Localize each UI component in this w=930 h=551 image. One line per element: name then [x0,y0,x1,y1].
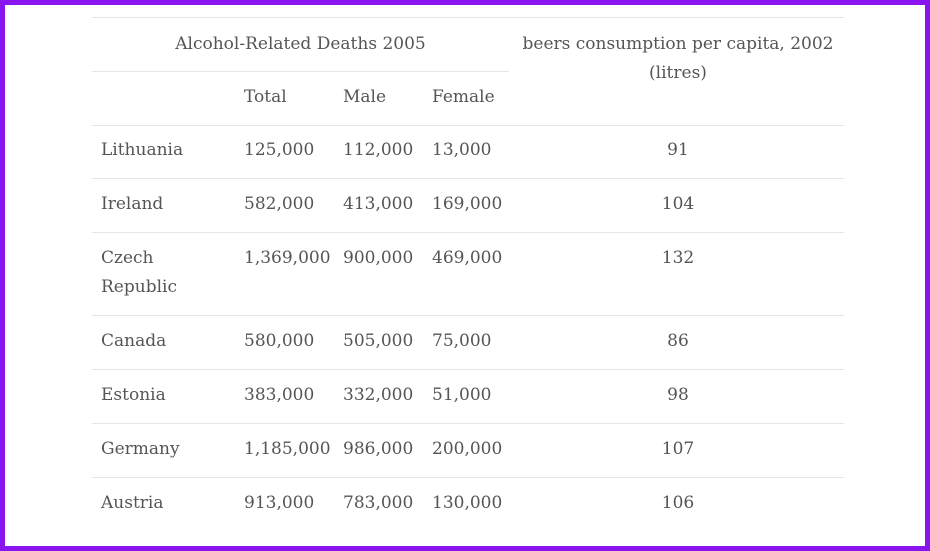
table-row-female: 130,000 [432,493,503,513]
table-row-total: 580,000 [244,331,315,351]
table-row-male: 112,000 [343,140,414,160]
table-row-female: 469,000 [432,248,503,268]
group-header-deaths: Alcohol-Related Deaths 2005 [175,34,426,54]
header-male: Male [343,87,387,107]
table-row-male: 986,000 [343,439,414,459]
table-row-male: 332,000 [343,385,414,405]
table-row-country: Germany [101,439,180,459]
table-row-male: 783,000 [343,493,414,513]
group-header-rule [92,71,509,72]
table-row-total: 582,000 [244,194,315,214]
table-row-beer: 104 [661,194,695,214]
header-female: Female [432,87,495,107]
header-beer-consumption: beers consumption per capita, 2002 (litr… [522,34,834,83]
table-row-beer: 106 [661,493,695,513]
row-rule [92,369,844,370]
table-row-country: Austria [101,493,164,513]
table-row-beer: 132 [661,248,695,268]
table-row-male: 900,000 [343,248,414,268]
table-row-female: 200,000 [432,439,503,459]
table-row-female: 75,000 [432,331,492,351]
row-rule [92,315,844,316]
row-rule [92,232,844,233]
table-row-country: Estonia [101,385,166,405]
table-row-female: 13,000 [432,140,492,160]
row-rule [92,178,844,179]
table-row-female: 51,000 [432,385,492,405]
table-row-country: Ireland [101,194,164,214]
table-row-male: 505,000 [343,331,414,351]
table-row-total: 1,185,000 [244,439,331,459]
table-row-total: 1,369,000 [244,248,331,268]
table-row-total: 125,000 [244,140,315,160]
table-top-rule [92,17,844,18]
table-row-male: 413,000 [343,194,414,214]
header-bottom-rule [92,125,844,126]
row-rule [92,477,844,478]
row-rule [92,423,844,424]
table-row-female: 169,000 [432,194,503,214]
header-total: Total [244,87,287,107]
data-table: Alcohol-Related Deaths 2005 beers consum… [92,17,844,527]
table-row-total: 383,000 [244,385,315,405]
table-row-country: Canada [101,331,167,351]
table-row-country: Lithuania [101,140,184,160]
table-row-beer: 91 [667,140,689,160]
table-row-beer: 98 [667,385,689,405]
table-row-beer: 86 [667,331,689,351]
table-row-total: 913,000 [244,493,315,513]
table-row-beer: 107 [661,439,695,459]
table-row-country: Czech Republic [101,248,177,297]
